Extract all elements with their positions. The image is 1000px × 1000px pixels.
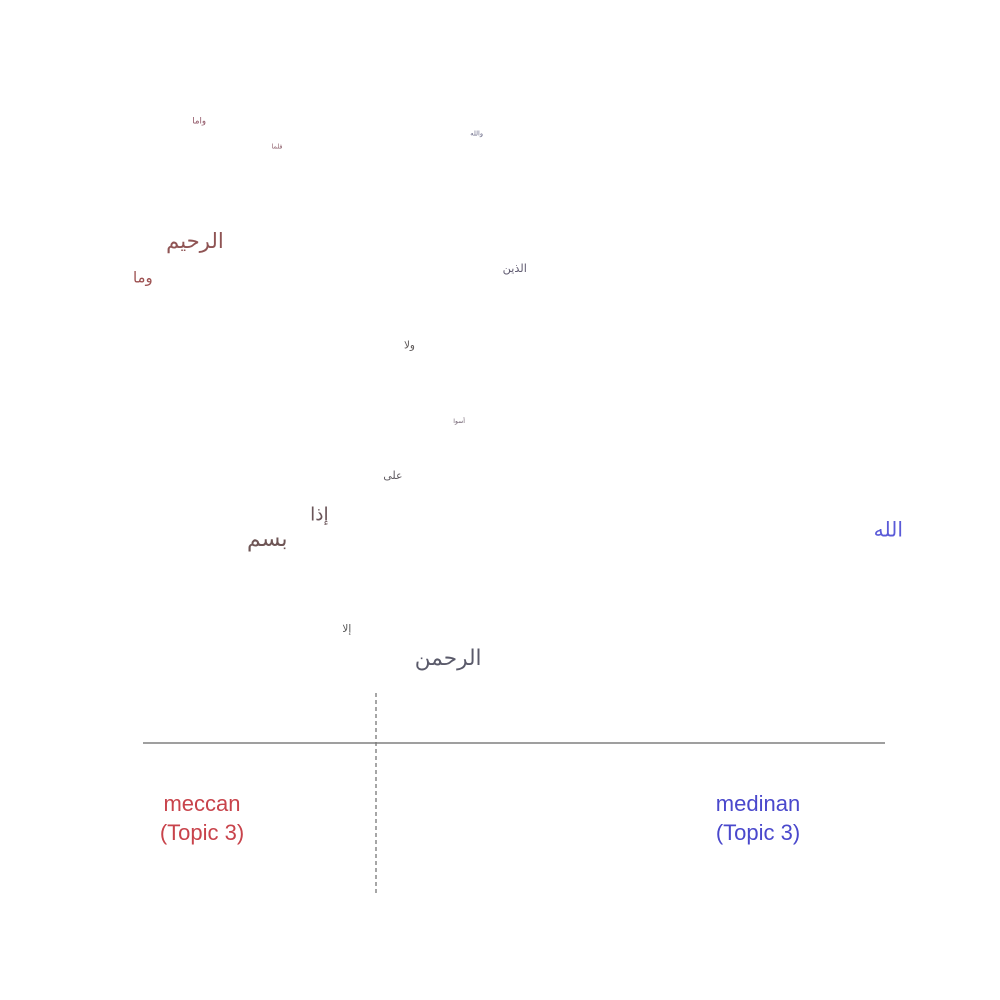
word-label: ولا [404,340,415,352]
word-label: الله [874,517,903,541]
medinan-sublabel: (Topic 3) [716,820,800,845]
word-label: أسوا [453,417,465,425]
meccan-sublabel: (Topic 3) [160,820,244,845]
word-label: الرحمن [415,646,482,671]
word-label: فلما [272,143,283,151]
word-label: الذين [503,262,527,276]
meccan-label: meccan [163,791,240,816]
word-marks: واما والله فلما الرحيم وما الذين ولا أسوا على إذا… [133,117,903,671]
word-label: إلا [342,623,351,635]
word-label: إذا [310,504,329,525]
word-label: على [383,469,402,482]
word-label: وما [133,269,153,287]
word-label: الرحيم [166,228,224,254]
word-label: بسم [247,526,288,552]
medinan-label: medinan [716,791,800,816]
word-label: واما [192,117,206,127]
word-label: والله [470,130,483,138]
